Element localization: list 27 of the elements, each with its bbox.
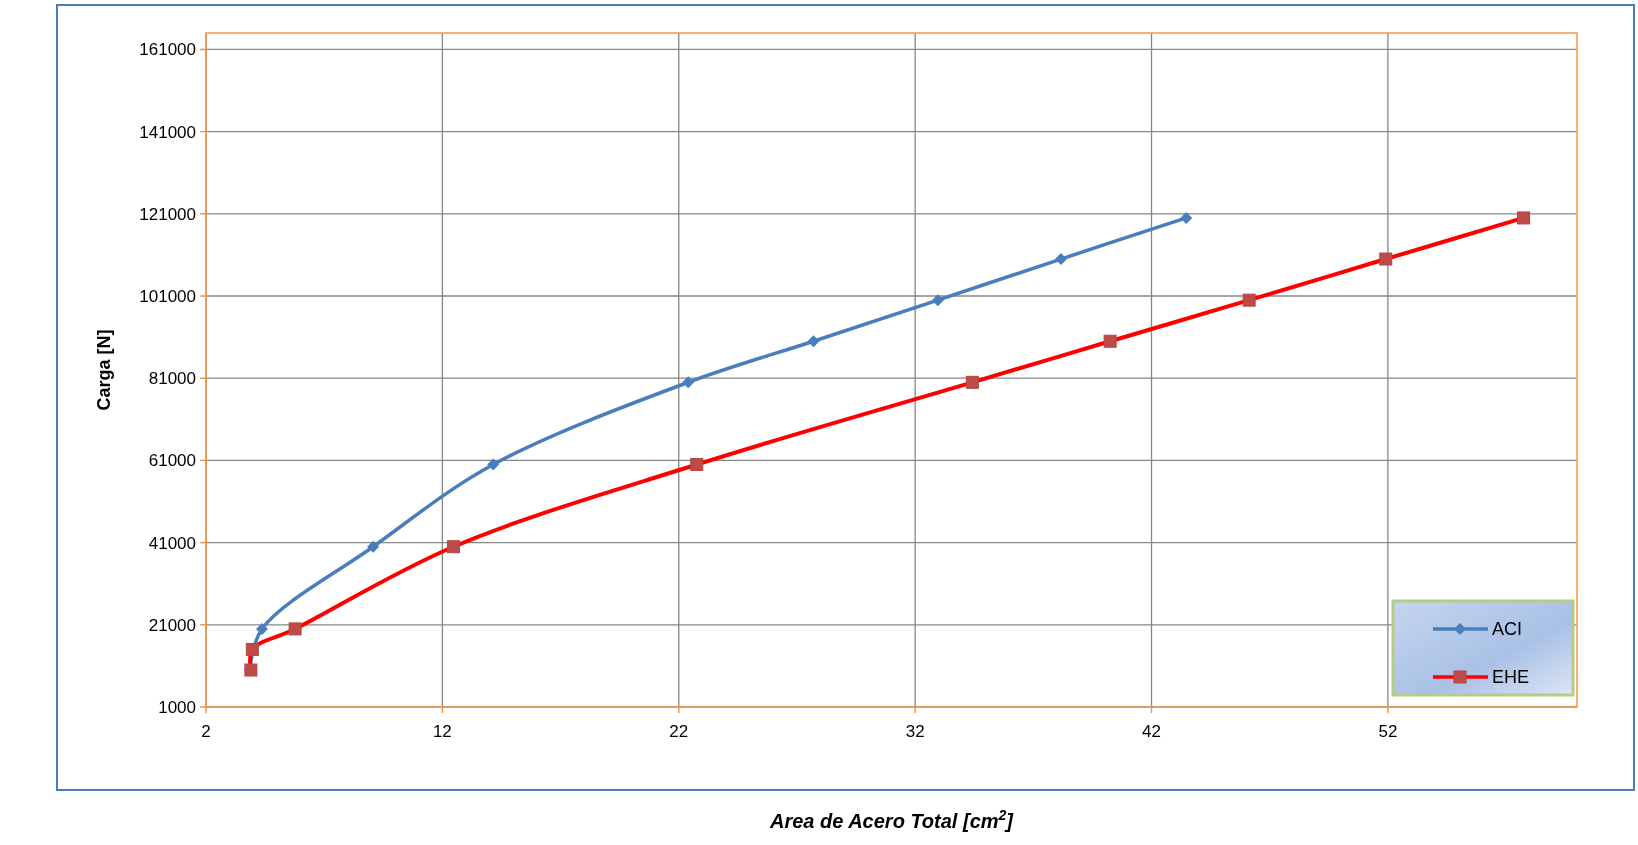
- legend-label: EHE: [1492, 667, 1530, 688]
- x-tick-label: 52: [1378, 722, 1398, 741]
- point: [931, 294, 944, 307]
- y-tick-label: 41000: [148, 533, 196, 553]
- x-tick-label: 12: [432, 722, 452, 741]
- point: [1054, 253, 1067, 266]
- x-tick-label: 22: [669, 722, 689, 741]
- y-tick-label: 61000: [148, 451, 196, 471]
- x-axis-title: Area de Acero Total [cm$^{2}$]: [768, 807, 1015, 832]
- x-tick-label: 42: [1142, 722, 1161, 741]
- point: [807, 335, 820, 348]
- y-tick-label: 81000: [148, 369, 196, 389]
- y-tick-label: 101000: [139, 286, 196, 306]
- y-axis-title: Carga [N]: [94, 329, 114, 411]
- y-tick-label: 1000: [158, 697, 196, 717]
- y-tick-label: 141000: [139, 122, 196, 142]
- y-tick-label: 121000: [139, 204, 196, 224]
- y-tick-label: 21000: [148, 615, 196, 635]
- x-tick-label: 2: [201, 722, 211, 741]
- x-tick-label: 32: [905, 722, 925, 741]
- point: [682, 376, 695, 389]
- legend-label: ACI: [1492, 619, 1523, 640]
- point: [367, 540, 380, 553]
- point: [1180, 211, 1193, 224]
- point: [487, 458, 500, 471]
- y-tick-label: 161000: [139, 40, 196, 60]
- point: [256, 622, 269, 635]
